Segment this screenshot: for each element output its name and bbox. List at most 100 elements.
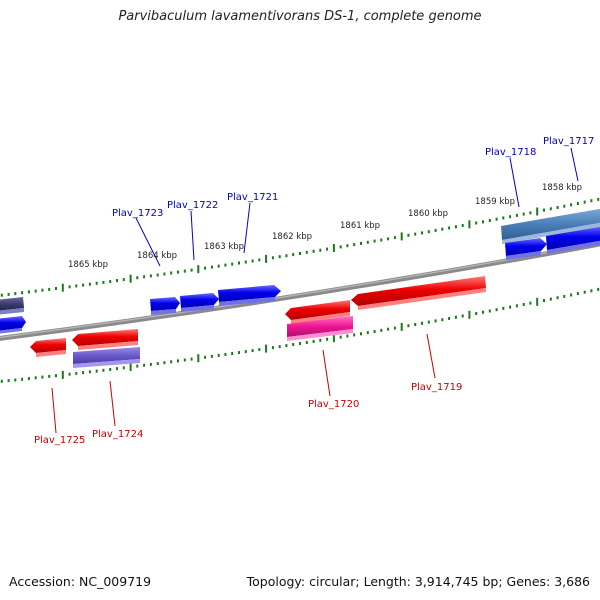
gene-arrow[interactable] xyxy=(502,222,600,244)
label-leaders xyxy=(51,147,579,434)
gene-arrow[interactable] xyxy=(30,338,66,353)
scale-minor-tick xyxy=(441,227,444,231)
scale-minor-tick xyxy=(502,306,505,310)
gene-arrow[interactable] xyxy=(73,347,140,364)
gene-arrow[interactable] xyxy=(0,316,26,331)
scale-minor-tick xyxy=(41,288,44,292)
scale-minor-tick xyxy=(482,220,484,224)
scale-major-tick xyxy=(400,322,403,331)
scale-minor-tick xyxy=(224,353,227,356)
scale-minor-tick xyxy=(488,219,491,222)
scale-major-tick xyxy=(265,254,268,263)
scale-minor-tick xyxy=(14,378,17,382)
scale-label: 1861 kbp xyxy=(340,221,380,231)
scale-minor-tick xyxy=(258,348,261,352)
gene-label-forward[interactable]: Plav_1721 xyxy=(227,192,278,203)
leader-line xyxy=(509,157,520,208)
gene-arrow[interactable] xyxy=(501,208,600,240)
scale-minor-tick xyxy=(170,271,173,275)
gene-arrow[interactable] xyxy=(285,300,350,320)
gene-arrow[interactable] xyxy=(181,305,214,312)
gene-arrow[interactable] xyxy=(218,285,281,302)
scale-minor-tick xyxy=(563,294,566,298)
reverse-strand-genes xyxy=(30,276,486,368)
scale-minor-tick xyxy=(299,252,301,255)
gene-arrow[interactable] xyxy=(0,308,24,315)
gene-arrow[interactable] xyxy=(219,297,275,306)
scale-major-tick xyxy=(536,297,539,306)
gene-label-reverse[interactable]: Plav_1724 xyxy=(92,429,143,440)
gene-label-reverse[interactable]: Plav_1720 xyxy=(308,399,359,410)
scale-minor-tick xyxy=(576,202,579,205)
scale-minor-tick xyxy=(570,203,573,207)
scale-minor-tick xyxy=(136,364,139,368)
scale-minor-tick xyxy=(407,324,410,328)
scale-minor-tick xyxy=(7,292,10,296)
gene-label-reverse[interactable]: Plav_1725 xyxy=(34,435,85,446)
gene-arrow[interactable] xyxy=(505,238,547,256)
scale-minor-tick xyxy=(454,225,457,229)
scale-minor-tick xyxy=(55,374,57,378)
scale-minor-tick xyxy=(319,338,322,342)
scale-minor-tick xyxy=(82,371,85,375)
gene-arrow[interactable] xyxy=(180,293,219,308)
gene-label-forward[interactable]: Plav_1722 xyxy=(167,200,218,211)
leader-line xyxy=(570,147,579,182)
scale-minor-tick xyxy=(244,350,247,354)
gene-arrow[interactable] xyxy=(291,312,350,324)
scale-minor-tick xyxy=(522,303,525,306)
gene-arrow[interactable] xyxy=(150,297,180,311)
gene-label-reverse[interactable]: Plav_1719 xyxy=(411,382,462,393)
scale-minor-tick xyxy=(326,337,329,341)
scale-major-tick xyxy=(61,370,64,379)
scale-minor-tick xyxy=(143,275,146,279)
scale-minor-tick xyxy=(55,287,57,290)
gene-arrow[interactable] xyxy=(546,226,600,250)
gene-arrow[interactable] xyxy=(351,276,486,306)
gene-arrow[interactable] xyxy=(0,328,22,334)
gene-label-forward[interactable]: Plav_1717 xyxy=(543,136,594,147)
scale-minor-tick xyxy=(14,292,17,296)
genome-backbone xyxy=(0,241,600,341)
forward-strand-genes xyxy=(0,208,600,334)
gene-label-forward[interactable]: Plav_1718 xyxy=(485,147,536,158)
scale-minor-tick xyxy=(387,327,390,331)
scale-minor-tick xyxy=(258,258,261,262)
scale-minor-tick xyxy=(190,357,193,361)
scale-minor-tick xyxy=(231,262,234,266)
gene-label-forward[interactable]: Plav_1723 xyxy=(112,208,163,219)
scale-minor-tick xyxy=(495,217,498,221)
scale-minor-tick xyxy=(414,232,417,236)
gene-arrow[interactable] xyxy=(72,329,138,346)
scale-major-tick xyxy=(197,265,200,274)
scale-label: 1860 kbp xyxy=(408,209,448,219)
gene-arrow[interactable] xyxy=(36,350,66,357)
gene-arrow[interactable] xyxy=(506,251,541,260)
scale-minor-tick xyxy=(109,368,112,371)
scale-minor-tick xyxy=(190,268,193,272)
scale-minor-tick xyxy=(515,304,518,308)
scale-minor-tick xyxy=(177,270,179,274)
gene-arrow[interactable] xyxy=(287,329,353,341)
gene-arrow[interactable] xyxy=(73,359,140,368)
scale-minor-tick xyxy=(421,321,423,325)
scale-major-tick xyxy=(197,354,200,363)
scale-minor-tick xyxy=(590,289,593,293)
gene-arrow[interactable] xyxy=(547,240,600,254)
gene-arrow[interactable] xyxy=(151,309,176,315)
leader-line xyxy=(135,217,161,267)
scale-minor-tick xyxy=(448,317,451,320)
scale-minor-tick xyxy=(299,342,301,345)
scale-minor-tick xyxy=(0,379,3,383)
scale-minor-tick xyxy=(224,263,227,267)
gene-arrow[interactable] xyxy=(0,297,24,311)
scale-label: 1859 kbp xyxy=(475,197,515,207)
map-title: Parvibaculum lavamentivorans DS-1, compl… xyxy=(118,9,482,24)
leader-line xyxy=(243,202,251,254)
scale-minor-tick xyxy=(285,254,288,258)
accession-text: Accession: NC_009719 xyxy=(9,574,152,589)
gene-arrow[interactable] xyxy=(358,288,486,310)
scale-minor-tick xyxy=(346,334,349,338)
gene-arrow[interactable] xyxy=(287,316,353,337)
gene-arrow[interactable] xyxy=(78,341,138,350)
